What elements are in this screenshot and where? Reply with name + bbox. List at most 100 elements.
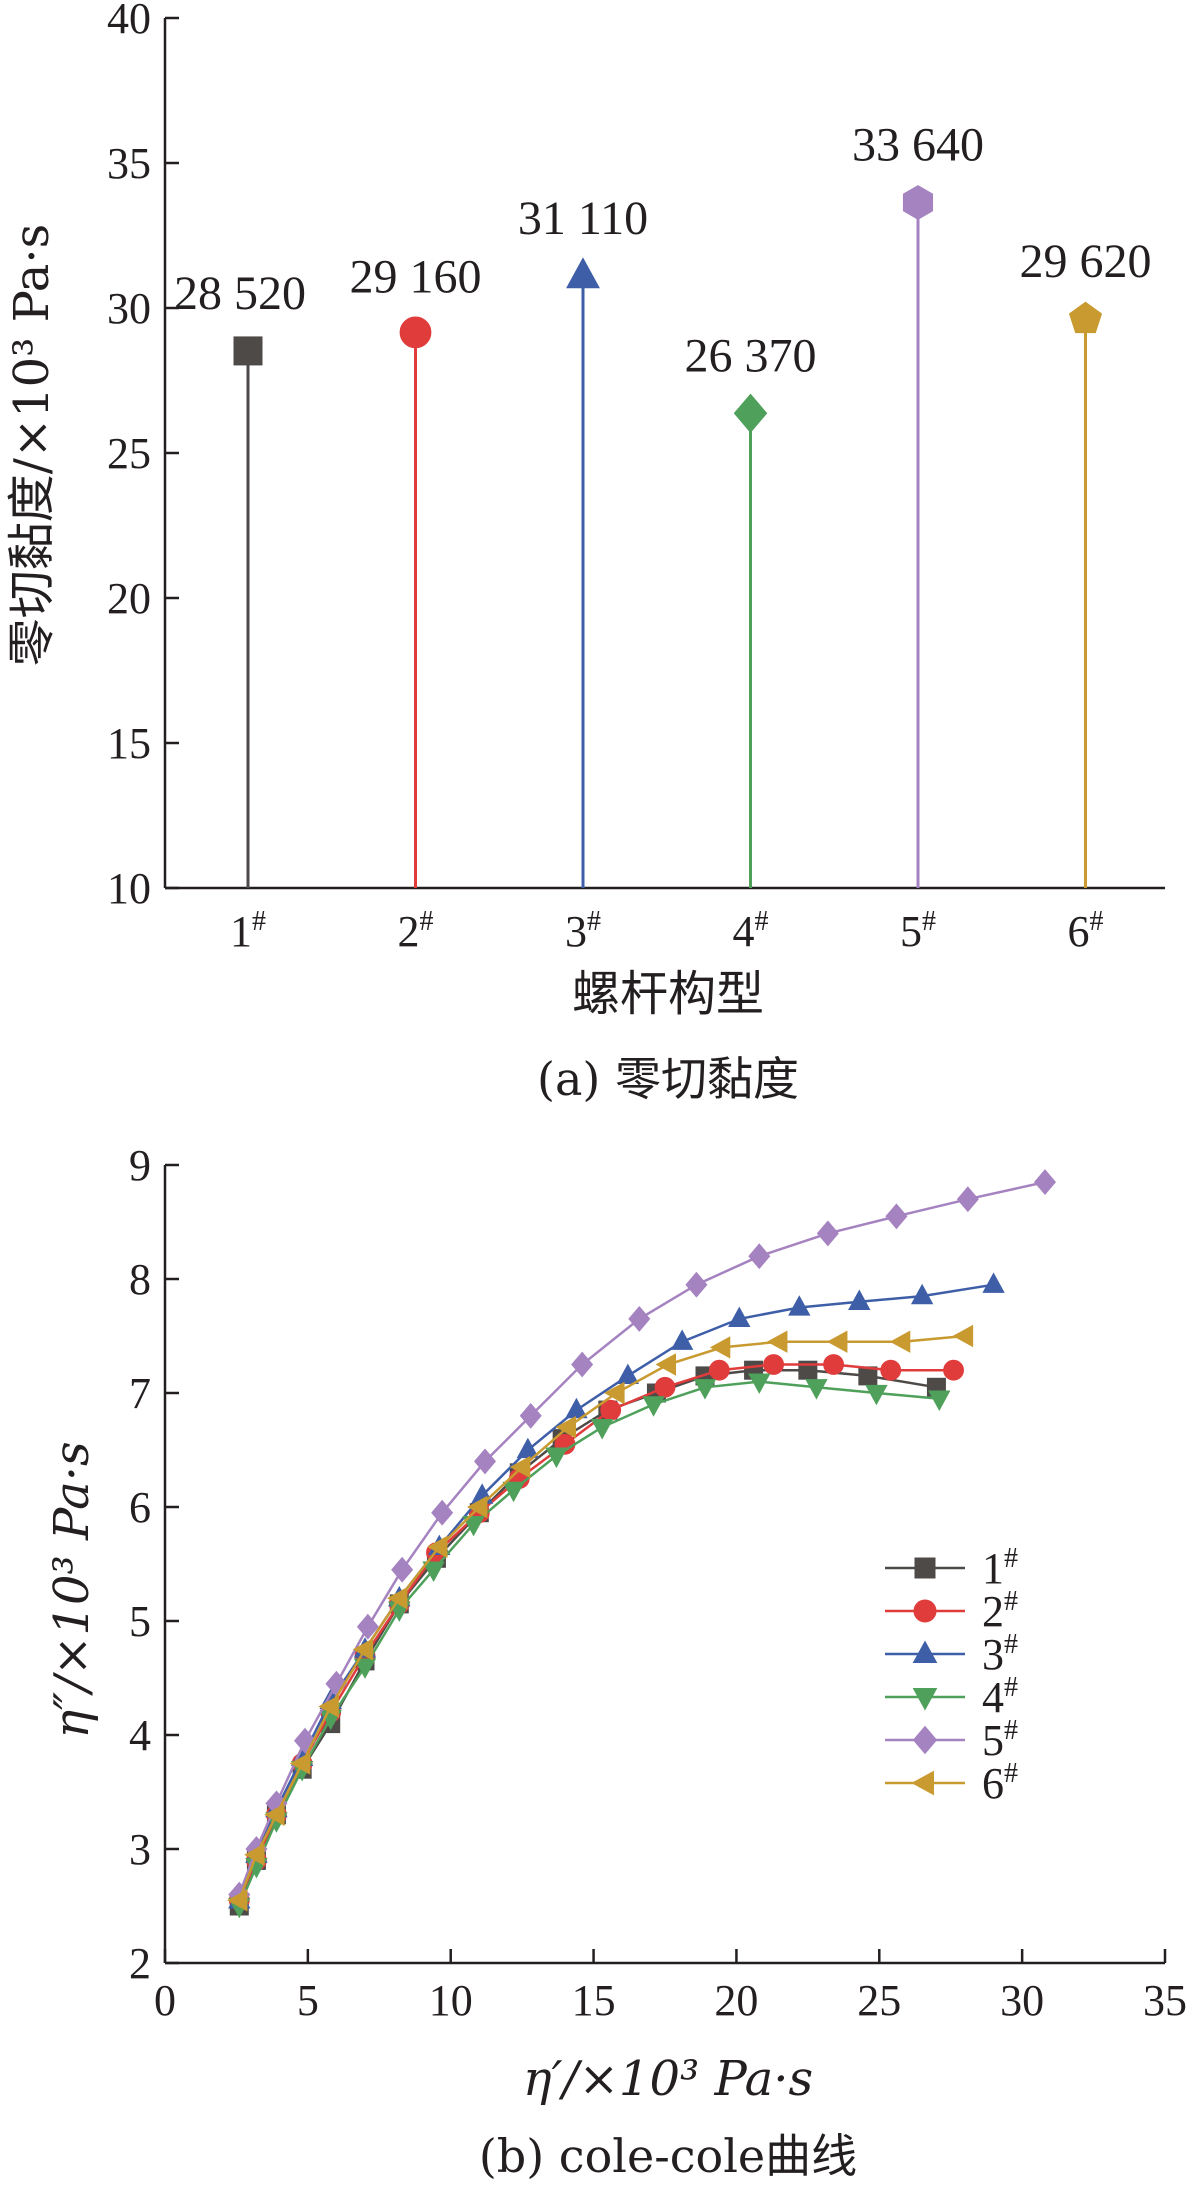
panel-b-data-point xyxy=(766,1330,788,1353)
panel-b-series-6 xyxy=(226,1324,974,1912)
panel-b-data-point xyxy=(943,1359,964,1381)
panel-b-data-point xyxy=(473,1448,497,1475)
panel-b-data-point xyxy=(1033,1169,1057,1196)
panel-b-y-tick-label: 5 xyxy=(129,1597,151,1646)
panel-a-data-label: 26 370 xyxy=(685,329,817,382)
panel-a-data-label: 31 110 xyxy=(518,192,648,245)
panel-b-legend-label: 6# xyxy=(982,1758,1018,1808)
panel-b-data-point xyxy=(693,1379,717,1400)
panel-b-data-point xyxy=(226,1889,248,1912)
panel-b-series-line xyxy=(238,1363,954,1901)
panel-b-data-point xyxy=(728,1306,751,1328)
panel-b-x-axis-title: η′/×10³ Pa·s xyxy=(523,2051,813,2107)
panel-b-legend-marker xyxy=(914,1557,936,1579)
panel-b-legend-label: 3# xyxy=(982,1629,1018,1679)
panel-b-legend-item: 6# xyxy=(885,1758,1018,1808)
panel-a-data-label: 28 520 xyxy=(174,267,306,320)
panel-a-x-tick-label: 1# xyxy=(230,906,266,956)
panel-b-data-point xyxy=(748,1243,771,1270)
panel-b-y-tick-label: 8 xyxy=(129,1255,151,1304)
panel-a-x-tick-label: 3# xyxy=(565,906,601,956)
panel-b-series-line xyxy=(238,1334,966,1901)
panel-b-data-point xyxy=(816,1220,839,1247)
panel-b-data-point xyxy=(555,1416,577,1439)
panel-b-data-point xyxy=(848,1289,871,1310)
panel-b-legend-label: 2# xyxy=(982,1586,1018,1636)
panel-a-marker xyxy=(399,316,432,349)
panel-b-y-axis-title: η″/×10³ Pa·s xyxy=(44,1441,100,1738)
panel-b-data-point xyxy=(565,1397,588,1419)
panel-b-y-tick-label: 3 xyxy=(129,1825,151,1874)
panel-b-data-point xyxy=(748,1373,771,1394)
panel-a-zero-shear-viscosity: 10 15 20 25 30 35 40 1# 2# 3# 4# 5# 6# 28 520 29 160… xyxy=(4,0,1165,1106)
panel-a-data-label: 33 640 xyxy=(852,118,984,171)
panel-b-data-point xyxy=(928,1390,951,1411)
panel-b-data-point xyxy=(910,1283,934,1305)
panel-b-caption: (b) cole-cole曲线 xyxy=(479,2129,857,2183)
panel-b-data-point xyxy=(642,1396,665,1417)
panel-b-data-point xyxy=(655,1353,677,1376)
panel-a-y-tick-label: 35 xyxy=(107,139,151,188)
panel-b-data-point xyxy=(318,1695,339,1718)
panel-b-x-tick-label: 30 xyxy=(1000,1976,1044,2025)
panel-b-legend-marker xyxy=(911,1770,934,1796)
panel-b-data-point xyxy=(865,1384,888,1406)
panel-b-data-point xyxy=(431,1499,454,1526)
panel-b-data-point xyxy=(590,1419,614,1440)
panel-a-data-label: 29 160 xyxy=(350,250,482,303)
panel-b-data-point xyxy=(709,1336,731,1359)
panel-a-y-tick-label: 40 xyxy=(107,0,151,43)
panel-a-marker xyxy=(733,393,768,433)
panel-b-data-point xyxy=(352,1638,374,1661)
panel-b-legend-item: 4# xyxy=(885,1672,1018,1722)
panel-b-data-point xyxy=(509,1455,531,1479)
panel-b-series-1 xyxy=(229,1360,946,1916)
panel-b-data-point xyxy=(956,1186,979,1213)
panel-b-y-axis: 2 3 4 5 6 7 8 9 xyxy=(129,1141,179,1988)
panel-b-legend: 1#2#3#4#5#6# xyxy=(885,1543,1018,1808)
panel-b-legend-marker xyxy=(913,1599,937,1623)
panel-a-data-label: 29 620 xyxy=(1020,235,1152,288)
panel-a-x-axis-title: 螺杆构型 xyxy=(572,966,764,1022)
panel-b-data-point xyxy=(571,1351,594,1378)
panel-b-x-tick-label: 10 xyxy=(429,1976,473,2025)
panel-b-data-point xyxy=(889,1330,911,1353)
panel-b-legend-item: 1# xyxy=(885,1543,1018,1593)
panel-b-x-tick-label: 35 xyxy=(1143,1976,1187,2025)
panel-a-marker xyxy=(566,257,600,289)
panel-b-y-tick-label: 9 xyxy=(129,1141,151,1190)
panel-b-data-point xyxy=(880,1359,902,1381)
panel-a-marker xyxy=(902,185,934,220)
panel-b-data-point xyxy=(805,1379,828,1400)
panel-b-x-axis: 0 5 10 15 20 25 30 35 xyxy=(154,1949,1187,2025)
panel-b-x-tick-label: 0 xyxy=(154,1976,176,2025)
panel-b-legend-item: 2# xyxy=(885,1586,1018,1636)
panel-b-legend-label: 5# xyxy=(982,1715,1018,1765)
panel-a-caption: (a) 零切黏度 xyxy=(537,1052,799,1106)
panel-b-y-tick-label: 6 xyxy=(129,1483,151,1532)
panel-b-data-point xyxy=(654,1376,676,1398)
panel-a-x-tick-label: 5# xyxy=(900,906,936,956)
panel-b-data-point xyxy=(604,1381,625,1405)
panel-a-y-tick-label: 25 xyxy=(107,429,151,478)
panel-a-y-tick-label: 20 xyxy=(107,574,151,623)
panel-b-series xyxy=(226,1169,1057,1919)
panel-b-data-point xyxy=(823,1354,844,1375)
panel-b-data-point xyxy=(885,1203,908,1230)
panel-b-legend-marker xyxy=(912,1725,938,1755)
panel-a-y-axis: 10 15 20 25 30 35 40 xyxy=(107,0,179,913)
panel-a-marker xyxy=(1068,301,1103,334)
panel-b-data-point xyxy=(289,1752,311,1775)
panel-b-data-point xyxy=(426,1535,448,1559)
panel-b-x-tick-label: 5 xyxy=(297,1976,319,2025)
panel-b-series-line xyxy=(238,1380,940,1907)
panel-b-data-point xyxy=(952,1324,974,1348)
panel-a-y-axis-title: 零切黏度/×10³ Pa·s xyxy=(4,224,60,667)
panel-b-x-tick-label: 25 xyxy=(857,1976,901,2025)
panel-b-series-2 xyxy=(228,1354,964,1911)
panel-a-data-labels: 28 520 29 160 31 110 26 370 33 640 29 620 xyxy=(174,118,1152,382)
panel-b-data-point xyxy=(353,1658,377,1679)
panel-a-x-tick-label: 6# xyxy=(1068,906,1104,956)
panel-b-x-tick-label: 15 xyxy=(572,1976,616,2025)
panel-b-data-point xyxy=(616,1363,640,1385)
